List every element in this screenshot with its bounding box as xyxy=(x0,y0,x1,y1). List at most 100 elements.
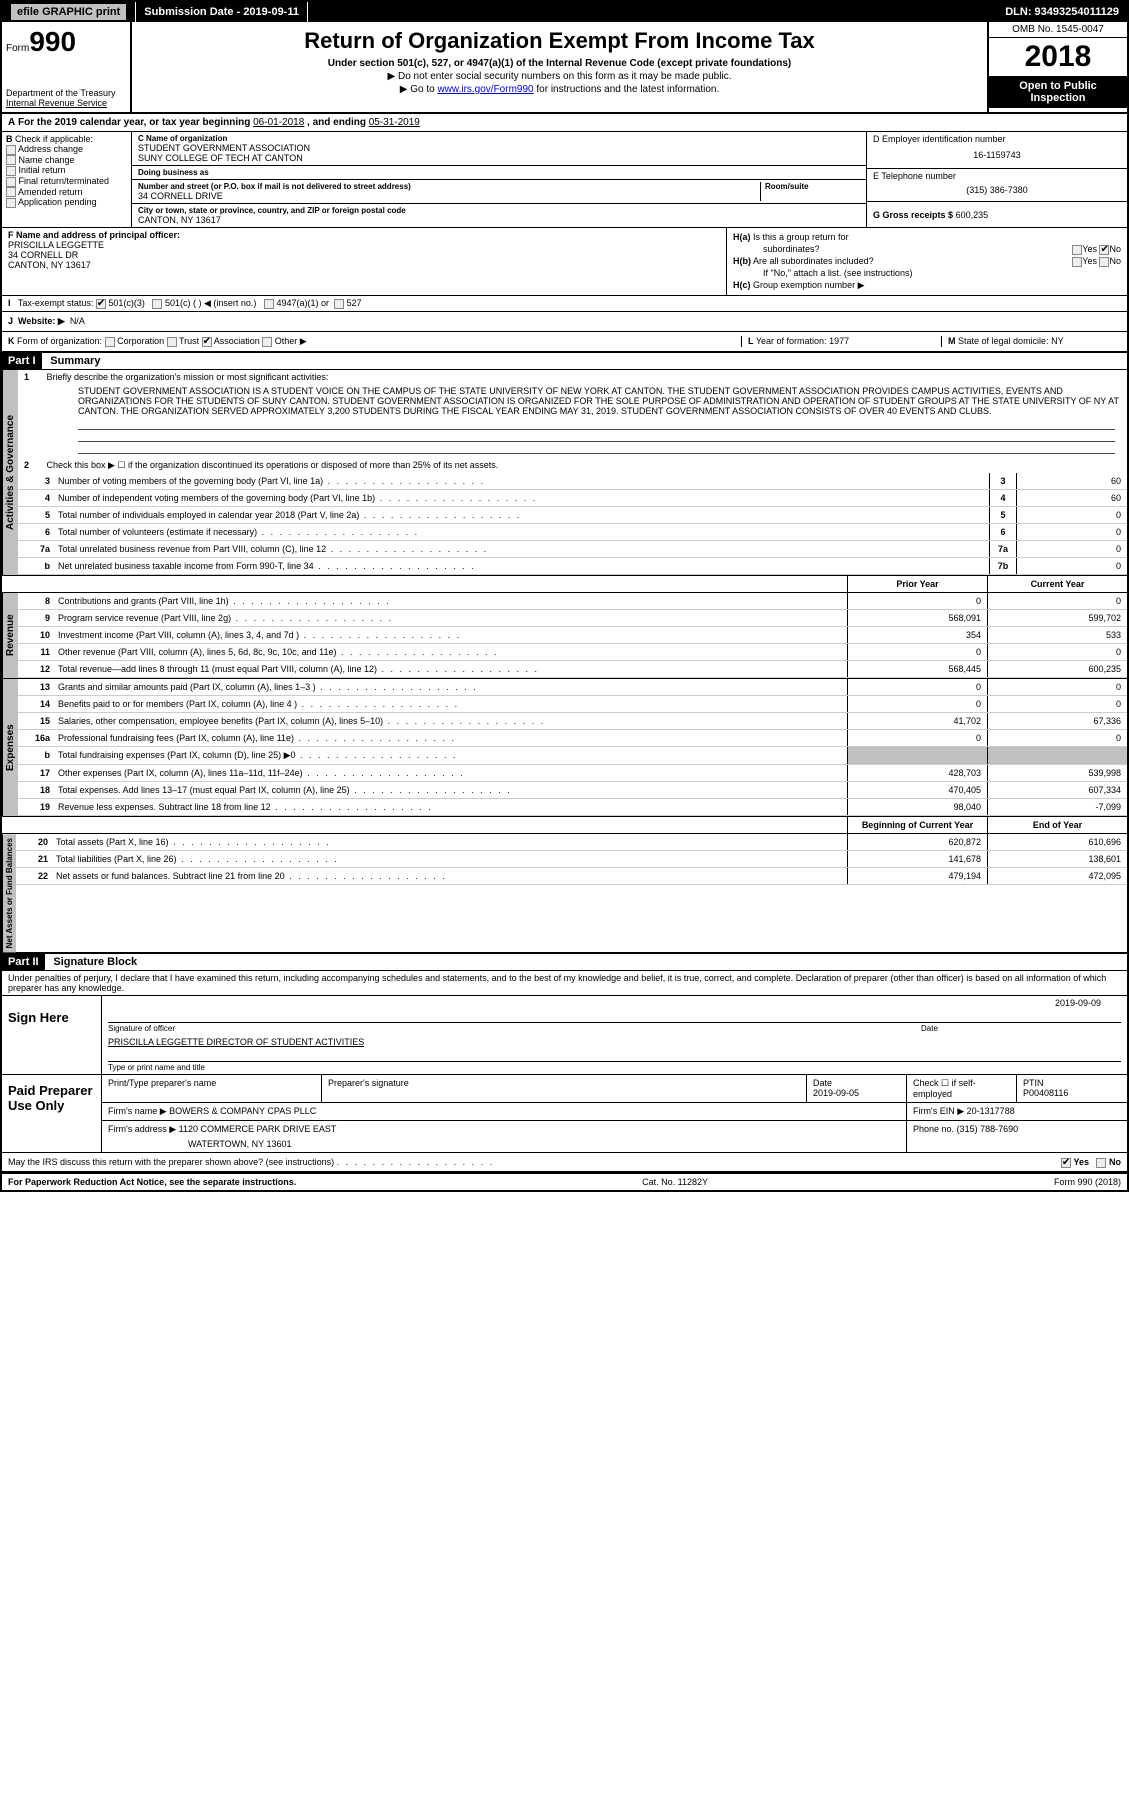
k-label: K xyxy=(8,336,15,346)
hb-yes-checkbox[interactable] xyxy=(1072,257,1082,267)
i-501c-checkbox[interactable] xyxy=(152,299,162,309)
column-de: D Employer identification number 16-1159… xyxy=(867,132,1127,227)
line-text: Total fundraising expenses (Part IX, col… xyxy=(54,747,847,764)
current-value: 599,702 xyxy=(987,610,1127,626)
checkbox-name-change[interactable] xyxy=(6,155,16,165)
i-4947-checkbox[interactable] xyxy=(264,299,274,309)
opt-name-change: Name change xyxy=(19,155,75,165)
financial-line-22: 22Net assets or fund balances. Subtract … xyxy=(16,868,1127,885)
line-box: 7a xyxy=(989,541,1017,557)
submission-date: Submission Date - 2019-09-11 xyxy=(136,2,308,22)
prior-value: 354 xyxy=(847,627,987,643)
i-text: Tax-exempt status: xyxy=(18,298,94,308)
part1-header: Part I Summary xyxy=(2,353,1127,370)
prep-name-label: Print/Type preparer's name xyxy=(102,1075,322,1102)
expenses-section: Expenses 13Grants and similar amounts pa… xyxy=(2,679,1127,817)
l-label: L xyxy=(748,336,754,346)
city-label: City or town, state or province, country… xyxy=(138,206,860,215)
current-value: 533 xyxy=(987,627,1127,643)
line-num: 12 xyxy=(18,661,54,677)
city-value: CANTON, NY 13617 xyxy=(138,215,860,225)
financial-line-21: 21Total liabilities (Part X, line 26)141… xyxy=(16,851,1127,868)
checkbox-initial-return[interactable] xyxy=(6,166,16,176)
prior-value: 568,091 xyxy=(847,610,987,626)
efile-print-cell: efile GRAPHIC print xyxy=(2,2,136,22)
k-corp-checkbox[interactable] xyxy=(105,337,115,347)
line-num: 14 xyxy=(18,696,54,712)
checkbox-final-return[interactable] xyxy=(6,177,16,187)
paid-preparer-label: Paid Preparer Use Only xyxy=(2,1075,102,1152)
line-text: Investment income (Part VIII, column (A)… xyxy=(54,627,847,643)
financial-line-9: 9Program service revenue (Part VIII, lin… xyxy=(18,610,1127,627)
checkbox-pending[interactable] xyxy=(6,198,16,208)
discuss-yes-checkbox[interactable] xyxy=(1061,1158,1071,1168)
prep-date-label: Date xyxy=(813,1078,832,1088)
ha-no-checkbox[interactable] xyxy=(1099,245,1109,255)
line-num: 10 xyxy=(18,627,54,643)
cat-no: Cat. No. 11282Y xyxy=(642,1177,708,1187)
blank-line-2 xyxy=(78,430,1115,442)
ha-yes-checkbox[interactable] xyxy=(1072,245,1082,255)
form-subtitle: Under section 501(c), 527, or 4947(a)(1)… xyxy=(138,58,981,69)
hb-text2: If "No," attach a list. (see instruction… xyxy=(763,268,1121,278)
line-num: 4 xyxy=(18,490,54,506)
line-text: Total expenses. Add lines 13–17 (must eq… xyxy=(54,782,847,798)
l-val: 1977 xyxy=(829,336,849,346)
current-value: -7,099 xyxy=(987,799,1127,815)
irs-label: Internal Revenue Service xyxy=(6,98,126,108)
financial-line-13: 13Grants and similar amounts paid (Part … xyxy=(18,679,1127,696)
prior-value: 568,445 xyxy=(847,661,987,677)
checkbox-address-change[interactable] xyxy=(6,145,16,155)
prior-year-hdr: Prior Year xyxy=(847,576,987,592)
tax-year-begin: 06-01-2018 xyxy=(253,117,304,128)
financial-line-18: 18Total expenses. Add lines 13–17 (must … xyxy=(18,782,1127,799)
i-opt1: 501(c)(3) xyxy=(108,298,145,308)
ein-value: 16-1159743 xyxy=(873,144,1121,166)
line-text: Grants and similar amounts paid (Part IX… xyxy=(54,679,847,695)
dept-treasury: Department of the Treasury xyxy=(6,88,126,98)
form-label: Form xyxy=(6,43,29,54)
m-text: State of legal domicile: xyxy=(958,336,1049,346)
line-box: 5 xyxy=(989,507,1017,523)
discuss-no: No xyxy=(1109,1157,1121,1167)
irs-link[interactable]: www.irs.gov/Form990 xyxy=(437,84,533,95)
prior-value xyxy=(847,747,987,764)
i-527-checkbox[interactable] xyxy=(334,299,344,309)
column-c: C Name of organization STUDENT GOVERNMEN… xyxy=(132,132,867,227)
sig-officer-label: Signature of officer xyxy=(108,1024,921,1033)
k-assoc-checkbox[interactable] xyxy=(202,337,212,347)
firm-addr1: 1120 COMMERCE PARK DRIVE EAST xyxy=(179,1124,337,1134)
financial-line-15: 15Salaries, other compensation, employee… xyxy=(18,713,1127,730)
k-other-checkbox[interactable] xyxy=(262,337,272,347)
line-a-label: A xyxy=(8,117,15,128)
line-a: A For the 2019 calendar year, or tax yea… xyxy=(2,114,1127,132)
row-k: K Form of organization: Corporation Trus… xyxy=(2,332,1127,353)
line-text: Total unrelated business revenue from Pa… xyxy=(54,541,989,557)
k-text: Form of organization: xyxy=(17,336,102,346)
current-value: 138,601 xyxy=(987,851,1127,867)
efile-print-button[interactable]: efile GRAPHIC print xyxy=(10,3,127,21)
opt-initial-return: Initial return xyxy=(19,165,66,175)
k-trust-checkbox[interactable] xyxy=(167,337,177,347)
revenue-section: Revenue 8Contributions and grants (Part … xyxy=(2,593,1127,679)
i-501c3-checkbox[interactable] xyxy=(96,299,106,309)
current-value: 0 xyxy=(987,696,1127,712)
col-b-label: B xyxy=(6,134,13,144)
line-num: 9 xyxy=(18,610,54,626)
line-num: 8 xyxy=(18,593,54,609)
hb-no-checkbox[interactable] xyxy=(1099,257,1109,267)
officer-printed-name: PRISCILLA LEGGETTE DIRECTOR OF STUDENT A… xyxy=(108,1037,1121,1047)
checkbox-amended[interactable] xyxy=(6,187,16,197)
prior-value: 428,703 xyxy=(847,765,987,781)
top-bar: efile GRAPHIC print Submission Date - 20… xyxy=(2,2,1127,22)
line-text: Total revenue—add lines 8 through 11 (mu… xyxy=(54,661,847,677)
line-text: Benefits paid to or for members (Part IX… xyxy=(54,696,847,712)
footer-row: For Paperwork Reduction Act Notice, see … xyxy=(2,1173,1127,1190)
firm-ein: 20-1317788 xyxy=(967,1106,1015,1116)
omb-number: OMB No. 1545-0047 xyxy=(989,22,1127,38)
tax-year: 2018 xyxy=(989,38,1127,76)
financial-line-20: 20Total assets (Part X, line 16)620,8726… xyxy=(16,834,1127,851)
discuss-no-checkbox[interactable] xyxy=(1096,1158,1106,1168)
current-value xyxy=(987,747,1127,764)
summary-line-7a: 7aTotal unrelated business revenue from … xyxy=(18,541,1127,558)
